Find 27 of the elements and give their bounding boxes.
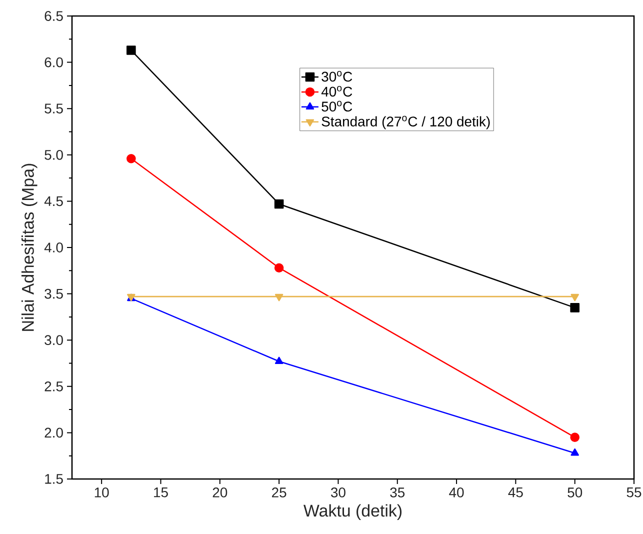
y-tick-label: 3.5	[44, 288, 63, 299]
y-tick-label: 2.0	[44, 428, 63, 438]
x-tick-label: 10	[94, 488, 109, 498]
x-tick-label: 55	[626, 488, 642, 498]
legend-label: 30$^{o}$C	[322, 71, 352, 82]
y-axis-title: Nilai Adhesifitas (Mpa)	[21, 164, 38, 331]
y-tick-label: 3.0	[44, 335, 63, 346]
y-tick-label: 6.0	[44, 57, 63, 68]
x-tick-label: 45	[508, 488, 523, 498]
x-tick-label: 25	[272, 488, 286, 498]
y-tick-label: 5.5	[44, 104, 63, 114]
y-tick-label: 4.5	[44, 196, 63, 206]
x-tick-label: 20	[212, 488, 228, 498]
x-tick-label: 40	[449, 488, 464, 498]
y-tick-label: 2.5	[44, 381, 63, 392]
x-tick-label: 30	[330, 488, 346, 498]
x-tick-label: 35	[390, 488, 405, 498]
x-axis-title: Waktu (detik)	[304, 504, 402, 520]
y-tick-label: 4.0	[44, 242, 63, 252]
x-tick-label: 15	[154, 488, 168, 498]
y-tick-label: 5.0	[44, 150, 63, 160]
legend-label: Standard (27$^{o}$C / 120 detik)	[322, 116, 490, 130]
x-tick-label: 50	[568, 488, 582, 498]
legend-label: 50$^{o}$C	[322, 100, 352, 112]
y-tick-label: 6.5	[44, 11, 63, 21]
legend-label: 40$^{o}$C	[321, 86, 352, 97]
y-tick-label: 1.5	[45, 474, 63, 484]
